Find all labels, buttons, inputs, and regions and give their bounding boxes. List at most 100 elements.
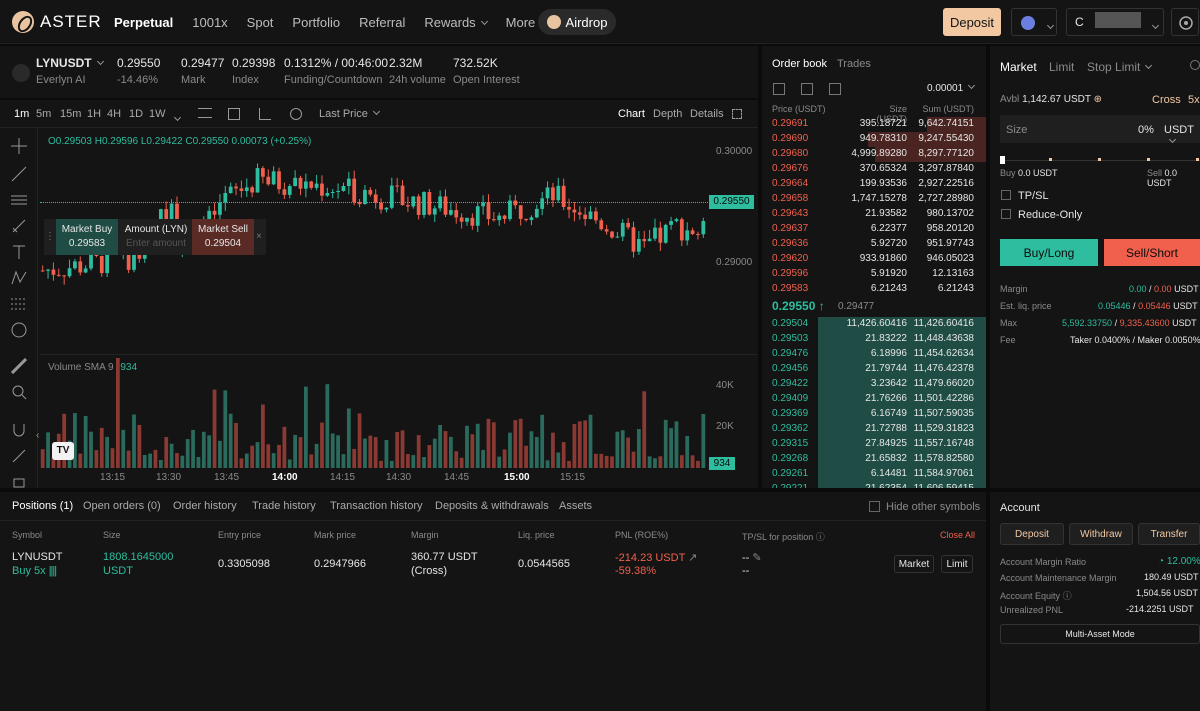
collapse-tools-icon[interactable]: ‹ (36, 430, 40, 441)
tf-4h[interactable]: 4H (107, 108, 122, 120)
leverage-button[interactable]: 5x (1188, 94, 1200, 106)
ruler-icon[interactable] (11, 358, 27, 374)
chart-type-icon[interactable] (228, 108, 240, 120)
menu-perpetual[interactable]: Perpetual (114, 14, 174, 30)
ask-row[interactable]: 0.29596 5.91920 12.13163 (762, 267, 986, 282)
lock-icon[interactable] (11, 472, 27, 488)
size-slider[interactable] (1002, 160, 1200, 161)
chevron-down-icon[interactable] (173, 113, 182, 122)
bid-row[interactable]: 0.29315 27.84925 11,557.16748 (762, 437, 986, 452)
slider-handle[interactable] (1000, 156, 1005, 164)
view-chart[interactable]: Chart (618, 108, 645, 120)
ask-row[interactable]: 0.29691 395.18721 9,642.74151 (762, 117, 986, 132)
magnet-icon[interactable] (11, 422, 27, 438)
add-funds-icon[interactable]: ⊕ (1093, 94, 1102, 105)
indicator-icon[interactable] (198, 108, 212, 118)
ask-row[interactable]: 0.29583 6.21243 6.21243 (762, 282, 986, 297)
ask-row[interactable]: 0.29658 1,747.15278 2,727.28980 (762, 192, 986, 207)
share-icon[interactable]: ↗ (688, 552, 698, 564)
tf-15m[interactable]: 15m (60, 108, 82, 120)
price-type-select[interactable]: Last Price (319, 107, 380, 120)
buy-long-button[interactable]: Buy/Long (1000, 239, 1098, 266)
account-transfer-button[interactable]: Transfer (1138, 523, 1200, 545)
close-market-button[interactable]: Market (894, 555, 934, 573)
edit-icon[interactable]: ✎ (752, 552, 762, 564)
book-asks-icon[interactable] (829, 83, 841, 95)
bid-row[interactable]: 0.29422 3.23642 11,479.66020 (762, 377, 986, 392)
bid-row[interactable]: 0.29221 21.62354 11,606.59415 (762, 482, 986, 488)
zoom-icon[interactable] (11, 384, 27, 400)
menu-portfolio[interactable]: Portfolio (292, 14, 341, 30)
symbol-selector[interactable]: LYNUSDT Everlyn AI (36, 56, 104, 86)
hide-other-checkbox[interactable] (869, 501, 880, 512)
close-icon[interactable]: × (256, 231, 262, 242)
bid-row[interactable]: 0.29504 11,426.60416 11,426.60416 (762, 317, 986, 332)
crosshair-icon[interactable] (11, 138, 27, 154)
account-withdraw-button[interactable]: Withdraw (1069, 523, 1133, 545)
tab-limit[interactable]: Limit (1049, 60, 1075, 74)
lock-drawing-icon[interactable] (11, 448, 27, 464)
market-buy-button[interactable]: Market Buy 0.29583 (56, 219, 118, 255)
position-symbol[interactable]: LYNUSDT (12, 551, 63, 563)
reduce-only-checkbox[interactable] (1001, 209, 1011, 219)
brand-logo[interactable]: ASTER (12, 11, 102, 33)
chart-settings-icon[interactable] (290, 108, 302, 120)
multi-asset-mode-button[interactable]: Multi-Asset Mode (1000, 624, 1200, 644)
bid-row[interactable]: 0.29362 21.72788 11,529.31823 (762, 422, 986, 437)
pane-divider[interactable] (40, 354, 758, 355)
tab-market[interactable]: Market (1000, 60, 1037, 74)
precision-select[interactable]: 0.00001 (927, 81, 976, 94)
view-depth[interactable]: Depth (653, 108, 683, 120)
positions-tab-4[interactable]: Transaction history (330, 500, 423, 512)
ask-row[interactable]: 0.29664 199.93536 2,927.22516 (762, 177, 986, 192)
bid-row[interactable]: 0.29409 21.76266 11,501.42286 (762, 392, 986, 407)
tpsl-checkbox[interactable] (1001, 190, 1011, 200)
book-both-icon[interactable] (773, 83, 785, 95)
ask-row[interactable]: 0.29690 949.78310 9,247.55430 (762, 132, 986, 147)
slider-mark-75[interactable] (1147, 158, 1150, 161)
airdrop-button[interactable]: Airdrop (538, 9, 616, 35)
margin-mode-button[interactable]: Cross (1152, 94, 1181, 106)
brush-icon[interactable] (11, 218, 27, 234)
tradingview-logo-icon[interactable]: TV (52, 442, 74, 460)
size-unit-select[interactable]: USDT (1164, 124, 1200, 148)
sell-short-button[interactable]: Sell/Short (1104, 239, 1200, 266)
slider-mark-50[interactable] (1098, 158, 1101, 161)
positions-tab-0[interactable]: Positions (1) (12, 500, 74, 512)
positions-tab-2[interactable]: Order history (173, 500, 237, 512)
account-deposit-button[interactable]: Deposit (1000, 523, 1064, 545)
emoji-icon[interactable] (11, 322, 27, 338)
bid-row[interactable]: 0.29456 21.79744 11,476.42378 (762, 362, 986, 377)
book-bids-icon[interactable] (801, 83, 813, 95)
ask-row[interactable]: 0.29676 370.65324 3,297.87840 (762, 162, 986, 177)
info-icon[interactable]: ⓘ (815, 532, 825, 542)
menu-referral[interactable]: Referral (359, 14, 406, 30)
deposit-button[interactable]: Deposit (943, 8, 1001, 36)
tab-trades[interactable]: Trades (837, 58, 871, 70)
drag-handle-icon[interactable]: ⋮ (45, 231, 55, 242)
info-icon[interactable]: ⓘ (1062, 591, 1072, 601)
list-icon[interactable] (259, 108, 271, 120)
tf-1h[interactable]: 1H (87, 108, 102, 120)
ask-row[interactable]: 0.29636 5.92720 951.97743 (762, 237, 986, 252)
tf-5m[interactable]: 5m (36, 108, 52, 120)
close-limit-button[interactable]: Limit (941, 555, 973, 573)
positions-tab-1[interactable]: Open orders (0) (83, 500, 161, 512)
bid-row[interactable]: 0.29369 6.16749 11,507.59035 (762, 407, 986, 422)
bid-row[interactable]: 0.29503 21.83222 11,448.43638 (762, 332, 986, 347)
amount-input[interactable]: Amount (LYN) Enter amount (120, 219, 192, 255)
size-input[interactable]: Size 0% USDT (1000, 115, 1200, 144)
view-details[interactable]: Details (690, 108, 724, 120)
positions-tab-6[interactable]: Assets (559, 500, 593, 512)
menu-spot[interactable]: Spot (246, 14, 274, 30)
positions-tab-5[interactable]: Deposits & withdrawals (435, 500, 549, 512)
menu-more[interactable]: More (506, 15, 548, 30)
wallet-button[interactable]: C (1066, 8, 1164, 36)
close-all-button[interactable]: Close All (940, 530, 976, 540)
tab-order-book[interactable]: Order book (772, 58, 828, 70)
horizontal-line-icon[interactable] (11, 192, 27, 208)
pattern-icon[interactable] (11, 270, 27, 286)
ask-row[interactable]: 0.29620 933.91860 946.05023 (762, 252, 986, 267)
measure-icon[interactable] (11, 296, 27, 312)
ask-row[interactable]: 0.29680 4,999.89280 8,297.77120 (762, 147, 986, 162)
